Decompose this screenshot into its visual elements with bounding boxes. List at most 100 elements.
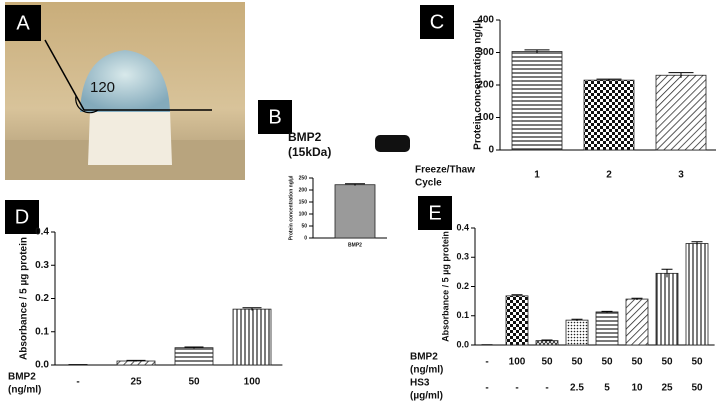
droplet xyxy=(80,50,170,112)
y-axis-label: Protein concentration ng/µl xyxy=(473,20,484,150)
error-bar xyxy=(345,183,365,186)
x-tick-label: 50 xyxy=(541,357,553,368)
x-tick-label: 5 xyxy=(604,383,610,394)
bar xyxy=(655,272,679,346)
panel-label: B xyxy=(268,106,281,128)
panel-label: D xyxy=(15,206,29,228)
x-tick-label: BMP2 xyxy=(348,242,362,248)
y-tick-label: 0 xyxy=(304,235,307,241)
chart-title: BMP2 xyxy=(288,130,322,144)
bar xyxy=(232,308,272,366)
bar xyxy=(535,340,559,346)
error-bar xyxy=(126,359,146,362)
error-bar xyxy=(68,364,88,366)
row-label: Cycle xyxy=(415,178,442,189)
y-tick-label: 0.3 xyxy=(456,252,469,262)
y-tick-label: 300 xyxy=(477,47,494,58)
y-tick-label: 50 xyxy=(301,223,307,229)
y-axis-label: Absorbance / 5 µg protein xyxy=(440,231,450,342)
y-tick-label: 0.2 xyxy=(35,293,49,304)
bar xyxy=(174,347,214,366)
x-tick-label: 50 xyxy=(601,357,613,368)
y-tick-label: 0.1 xyxy=(456,310,469,320)
y-tick-label: 0.4 xyxy=(35,227,49,238)
x-tick-label: - xyxy=(545,383,548,394)
y-tick-label: 0.0 xyxy=(456,339,469,349)
panel-label-box xyxy=(5,5,41,41)
x-tick-label: 50 xyxy=(661,357,673,368)
y-tick-label: 0.3 xyxy=(35,260,49,271)
y-tick-label: 0 xyxy=(488,145,494,156)
bar xyxy=(505,295,529,346)
error-bar xyxy=(668,72,694,78)
y-tick-label: 0.2 xyxy=(456,281,469,291)
row-label: HS3 xyxy=(410,378,430,389)
error-bar xyxy=(242,307,262,311)
y-tick-label: 0.4 xyxy=(456,222,469,232)
bar xyxy=(565,319,589,346)
y-tick-label: 250 xyxy=(299,175,308,181)
tangent-line xyxy=(44,39,85,111)
bar xyxy=(511,51,563,151)
y-tick-label: 400 xyxy=(477,15,494,26)
bar xyxy=(583,79,635,151)
bar xyxy=(685,243,709,346)
panel-label-box xyxy=(418,196,452,230)
y-axis-label: Absorbance / 5 µg protein xyxy=(19,237,30,360)
x-tick-label: 100 xyxy=(244,377,261,388)
bar xyxy=(334,184,376,239)
row-label: Freeze/Thaw xyxy=(415,165,475,176)
panel-label: A xyxy=(16,12,30,34)
x-tick-label: 50 xyxy=(631,357,643,368)
x-tick-label: 2.5 xyxy=(570,383,584,394)
error-bar xyxy=(541,339,553,342)
error-bar xyxy=(184,346,204,349)
x-tick-label: 3 xyxy=(678,170,684,181)
y-axis-label: Protein concentration ng/µl xyxy=(288,175,294,240)
error-bar xyxy=(661,268,673,278)
x-tick-label: 100 xyxy=(509,357,526,368)
error-bar xyxy=(596,78,622,82)
x-tick-label: 2 xyxy=(606,170,612,181)
photo: 120 A xyxy=(5,2,245,180)
panel-label: C xyxy=(430,11,444,33)
y-tick-label: 100 xyxy=(477,112,494,123)
x-tick-label: 50 xyxy=(691,357,703,368)
panel-label-box xyxy=(420,5,454,39)
error-bar xyxy=(481,344,493,346)
row-label: (ng/ml) xyxy=(8,385,41,396)
panel-label: E xyxy=(428,202,441,224)
bar xyxy=(655,74,707,151)
error-bar xyxy=(524,49,550,54)
error-bar xyxy=(601,310,613,313)
x-tick-label: 50 xyxy=(691,383,703,394)
western-blot-band xyxy=(375,135,410,152)
y-tick-label: 200 xyxy=(477,80,494,91)
x-tick-label: 50 xyxy=(571,357,583,368)
x-tick-label: 10 xyxy=(631,383,643,394)
row-label: (ng/ml) xyxy=(410,365,443,376)
error-bar xyxy=(691,241,703,246)
bar xyxy=(625,298,649,346)
angle-label: 120 xyxy=(90,79,115,96)
error-bar xyxy=(571,318,583,322)
y-tick-label: 200 xyxy=(299,187,308,193)
y-tick-label: 100 xyxy=(299,211,308,217)
error-bar xyxy=(631,297,643,300)
y-tick-label: 0.0 xyxy=(35,360,49,371)
x-tick-label: 50 xyxy=(188,377,200,388)
row-label: BMP2 xyxy=(8,372,36,383)
error-bar xyxy=(511,294,523,298)
panel-label-box xyxy=(258,100,292,134)
angle-arc xyxy=(75,95,99,114)
y-tick-label: 0.1 xyxy=(35,326,49,337)
panel-label-box xyxy=(5,200,39,234)
scaffold xyxy=(88,110,172,165)
x-tick-label: 25 xyxy=(130,377,142,388)
row-label: (µg/ml) xyxy=(410,391,443,402)
x-tick-label: 25 xyxy=(661,383,673,394)
y-tick-label: 150 xyxy=(299,199,308,205)
x-tick-label: 1 xyxy=(534,170,540,181)
bar xyxy=(595,311,619,346)
